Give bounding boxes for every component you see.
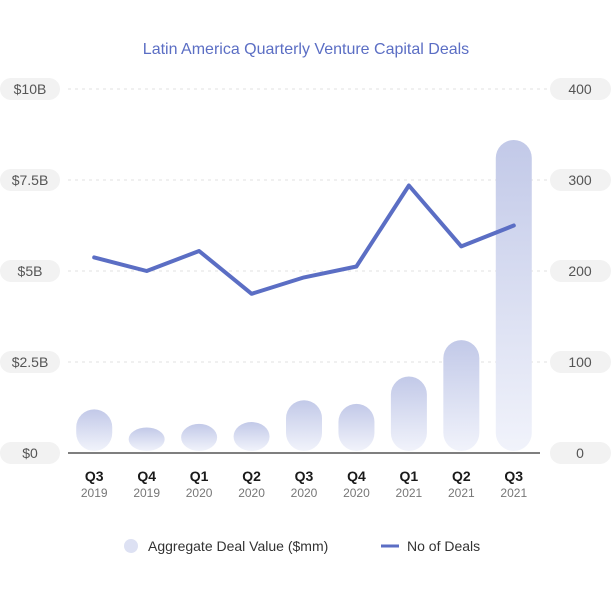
- x-tick-year: 2019: [133, 486, 160, 500]
- x-tick-year: 2021: [448, 486, 475, 500]
- x-tick-year: 2020: [291, 486, 318, 500]
- x-tick-year: 2020: [238, 486, 265, 500]
- x-tick-year: 2021: [396, 486, 423, 500]
- x-tick-quarter: Q3: [85, 468, 104, 484]
- y-right-tick-label: 200: [568, 263, 592, 279]
- x-tick-quarter: Q4: [347, 468, 366, 484]
- bar: [338, 404, 374, 451]
- x-tick-quarter: Q1: [400, 468, 419, 484]
- bar: [496, 140, 532, 451]
- x-tick-year: 2020: [343, 486, 370, 500]
- x-tick-quarter: Q3: [504, 468, 523, 484]
- y-right-tick-label: 400: [568, 81, 592, 97]
- bar-series: [76, 140, 532, 451]
- x-tick-quarter: Q1: [190, 468, 209, 484]
- bar: [286, 400, 322, 451]
- legend-bar-swatch: [124, 539, 138, 553]
- bar: [234, 422, 270, 451]
- line-series: [94, 185, 514, 293]
- y-right-tick-label: 0: [576, 445, 584, 461]
- chart-title: Latin America Quarterly Venture Capital …: [143, 41, 469, 58]
- y-right-tick-label: 300: [568, 172, 592, 188]
- y-left-tick-label: $0: [22, 445, 38, 461]
- bar: [181, 424, 217, 451]
- bar: [76, 409, 112, 451]
- x-tick-year: 2019: [81, 486, 108, 500]
- right-y-axis: 0 100 200 300 400: [550, 78, 611, 464]
- legend-bar-label: Aggregate Deal Value ($mm): [148, 538, 328, 554]
- left-y-axis: $0 $2.5B $5B $7.5B $10B: [0, 78, 60, 464]
- x-tick-quarter: Q4: [137, 468, 156, 484]
- x-axis: Q3 2019 Q4 2019 Q1 2020 Q2 2020 Q3 2020 Q4 2020 Q1 20…: [68, 453, 540, 500]
- bar: [391, 377, 427, 451]
- grid-lines: [68, 89, 550, 362]
- x-tick-quarter: Q3: [295, 468, 314, 484]
- y-left-tick-label: $5B: [18, 263, 43, 279]
- bar: [129, 428, 165, 451]
- y-right-tick-label: 100: [568, 354, 592, 370]
- x-tick-year: 2021: [500, 486, 527, 500]
- legend: Aggregate Deal Value ($mm) No of Deals: [124, 538, 480, 554]
- x-tick-year: 2020: [186, 486, 213, 500]
- x-tick-quarter: Q2: [452, 468, 471, 484]
- legend-line-label: No of Deals: [407, 538, 480, 554]
- x-tick-quarter: Q2: [242, 468, 261, 484]
- y-left-tick-label: $2.5B: [12, 354, 49, 370]
- bar: [443, 340, 479, 451]
- y-left-tick-label: $10B: [14, 81, 47, 97]
- y-left-tick-label: $7.5B: [12, 172, 49, 188]
- deals-line: [94, 186, 514, 294]
